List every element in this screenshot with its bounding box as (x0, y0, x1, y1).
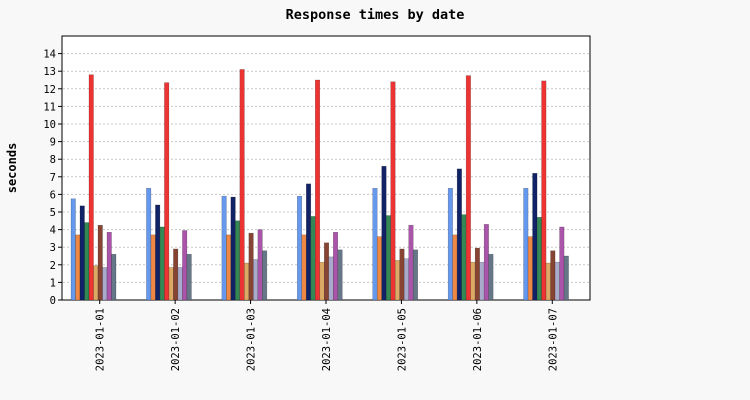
bar (230, 196, 236, 301)
bar (88, 74, 94, 301)
bar (186, 253, 192, 301)
y-tick-label: 4 (50, 225, 56, 237)
bar (452, 234, 458, 301)
y-tick-label: 11 (43, 101, 56, 113)
bar (554, 261, 560, 301)
x-tick-label: 2023-01-02 (170, 308, 182, 371)
x-axis-ticks: 2023-01-01 2023-01-02 2023-01-03 2023-01-04… (95, 300, 559, 371)
bar (257, 229, 263, 301)
x-tick-label: 2023-01-06 (472, 308, 484, 371)
bar (301, 234, 307, 301)
bar (262, 250, 268, 301)
y-tick-label: 1 (50, 277, 56, 289)
bar (550, 250, 556, 301)
bar (173, 248, 179, 301)
bar (385, 215, 391, 301)
bar (394, 260, 400, 301)
bar (470, 261, 476, 301)
y-tick-label: 9 (50, 137, 56, 149)
y-tick-label: 10 (43, 119, 56, 131)
bar (168, 267, 174, 301)
bar (333, 231, 339, 301)
bar (328, 256, 334, 301)
bar (465, 75, 471, 301)
bar (84, 222, 90, 301)
y-tick-label: 6 (50, 189, 56, 201)
bar (474, 247, 480, 301)
x-tick-label: 2023-01-04 (321, 308, 333, 371)
bar (75, 234, 81, 301)
bar (226, 234, 232, 301)
bar (412, 249, 418, 301)
bar (111, 253, 117, 301)
bar (541, 80, 547, 301)
bar (150, 234, 156, 301)
bar (372, 187, 378, 301)
bar (488, 253, 494, 301)
y-tick-label: 3 (50, 242, 56, 254)
y-tick-label: 7 (50, 172, 56, 184)
bar (527, 236, 533, 301)
bar (447, 187, 453, 301)
bar (479, 261, 485, 301)
bar (297, 195, 303, 301)
x-tick-label: 2023-01-05 (396, 308, 408, 371)
bar (177, 267, 183, 301)
bar (235, 220, 241, 301)
bar (324, 242, 330, 301)
bar (315, 79, 321, 301)
bar (248, 232, 254, 301)
y-axis-label: seconds (5, 143, 19, 194)
bar (146, 187, 152, 301)
bar (164, 82, 170, 301)
bars (70, 69, 569, 301)
bar (182, 230, 188, 301)
bar (306, 183, 312, 301)
y-tick-label: 13 (43, 66, 56, 78)
bar (93, 265, 99, 301)
bar (310, 216, 316, 301)
bar (403, 258, 409, 301)
y-tick-label: 12 (43, 84, 56, 96)
bar (545, 262, 551, 301)
bar (381, 165, 387, 301)
bar (559, 226, 565, 301)
y-tick-label: 0 (50, 295, 56, 307)
bar (221, 195, 227, 301)
bar (563, 255, 569, 301)
y-tick-label: 5 (50, 207, 56, 219)
bar (376, 236, 382, 301)
bar (523, 187, 529, 301)
bar (399, 248, 405, 301)
bar (79, 205, 85, 301)
bar (106, 231, 112, 301)
y-tick-label: 14 (43, 49, 56, 61)
y-tick-label: 8 (50, 154, 56, 166)
bar (70, 198, 76, 301)
bar (390, 81, 396, 301)
bar (483, 224, 489, 301)
x-tick-label: 2023-01-07 (547, 308, 559, 371)
x-tick-label: 2023-01-03 (246, 308, 258, 371)
bar (319, 261, 325, 301)
bar (239, 69, 245, 301)
x-tick-label: 2023-01-01 (95, 308, 107, 371)
bar (155, 204, 161, 301)
bar (536, 217, 542, 301)
bar (102, 267, 108, 301)
bar (456, 168, 462, 301)
y-tick-label: 2 (50, 260, 56, 272)
bar (97, 224, 103, 301)
bar (244, 262, 250, 301)
bar (532, 173, 538, 301)
chart-title: Response times by date (286, 7, 465, 23)
bar (337, 249, 343, 301)
bar (461, 214, 467, 301)
bar (408, 224, 414, 301)
bar (253, 259, 259, 301)
bar (159, 226, 165, 301)
